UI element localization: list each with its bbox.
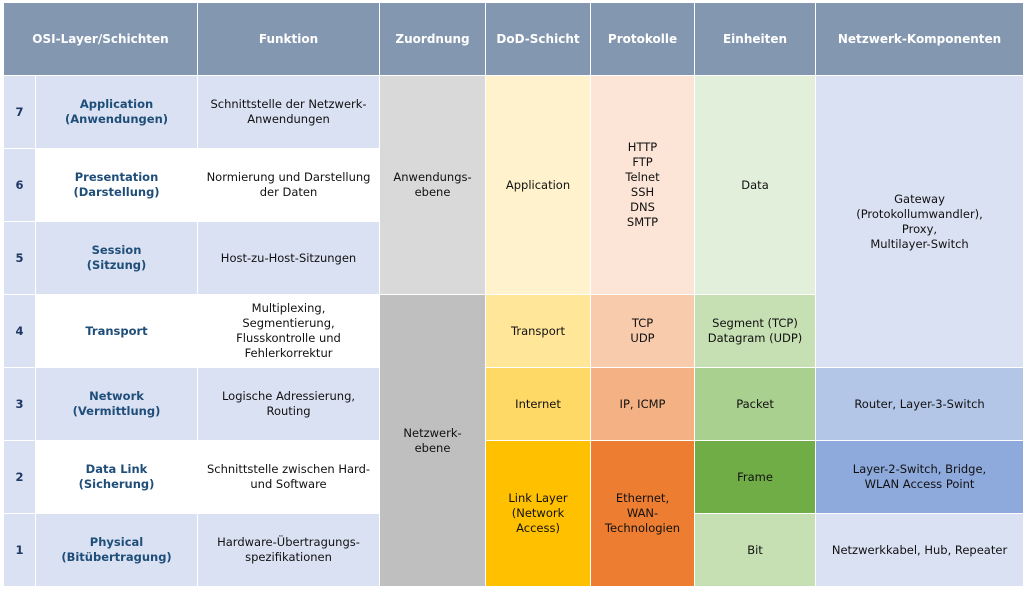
layer-name: Data Link (Sicherung) (34, 440, 199, 514)
header-row: OSI-Layer/Schichten Funktion Zuordnung D… (2, 2, 1024, 76)
header-funktion: Funktion (197, 2, 381, 76)
table-row-layer-6: 6 Presentation (Darstellung) Normierung … (3, 148, 1024, 222)
layer-function: Hardware-Übertragungs- spezifikationen (197, 513, 381, 587)
protokolle-internet: IP, ICMP (590, 367, 696, 441)
header-dod-schicht: DoD-Schicht (485, 2, 592, 76)
einheit-segment: Segment (TCP) Datagram (UDP) (694, 294, 817, 368)
dod-internet: Internet (485, 367, 592, 441)
layer-number: 1 (3, 513, 36, 587)
layer-number: 5 (3, 221, 36, 295)
table-row-layer-1: 1 Physical (Bitübertragung) Hardware-Übe… (3, 513, 1024, 587)
layer-number: 7 (3, 75, 36, 149)
table-row-layer-3: 3 Network (Vermittlung) Logische Adressi… (3, 367, 1024, 441)
komponenten-router: Router, Layer-3-Switch (815, 367, 1024, 441)
einheit-frame: Frame (694, 440, 817, 514)
zuordnung-netzwerkebene: Netzwerk- ebene (379, 294, 487, 587)
dod-link-layer: Link Layer (Network Access) (485, 440, 592, 587)
zuordnung-anwendungsebene: Anwendungs- ebene (379, 75, 487, 295)
layer-name: Session (Sitzung) (34, 221, 199, 295)
layer-function: Schnittstelle zwischen Hard- und Softwar… (197, 440, 381, 514)
protokolle-application: HTTP FTP Telnet SSH DNS SMTP (590, 75, 696, 295)
header-einheiten: Einheiten (694, 2, 817, 76)
layer-name: Presentation (Darstellung) (34, 148, 199, 222)
header-zuordnung: Zuordnung (379, 2, 487, 76)
osi-model-table: OSI-Layer/Schichten Funktion Zuordnung D… (2, 2, 1024, 587)
protokolle-transport: TCP UDP (590, 294, 696, 368)
layer-function: Normierung und Darstellung der Daten (197, 148, 381, 222)
komponenten-gateway: Gateway (Protokollumwandler), Proxy, Mul… (815, 75, 1024, 368)
layer-name: Application (Anwendungen) (34, 75, 199, 149)
komponenten-layer2: Layer-2-Switch, Bridge, WLAN Access Poin… (815, 440, 1024, 514)
komponenten-netzwerkkabel: Netzwerkkabel, Hub, Repeater (815, 513, 1024, 587)
layer-number: 2 (3, 440, 36, 514)
layer-function: Host-zu-Host-Sitzungen (197, 221, 381, 295)
einheit-bit: Bit (694, 513, 817, 587)
layer-name: Physical (Bitübertragung) (34, 513, 199, 587)
layer-number: 6 (3, 148, 36, 222)
layer-name: Transport (34, 294, 199, 368)
header-netzwerk-komponenten: Netzwerk-Komponenten (815, 2, 1024, 76)
layer-number: 4 (3, 294, 36, 368)
layer-function: Logische Adressierung, Routing (197, 367, 381, 441)
layer-name: Network (Vermittlung) (34, 367, 199, 441)
layer-function: Multiplexing, Segmentierung, Flusskontro… (197, 294, 381, 368)
layer-function: Schnittstelle der Netzwerk- Anwendungen (197, 75, 381, 149)
protokolle-link: Ethernet, WAN- Technologien (590, 440, 696, 587)
header-osi-layer: OSI-Layer/Schichten (2, 2, 199, 76)
table-row-layer-5: 5 Session (Sitzung) Host-zu-Host-Sitzung… (3, 221, 1024, 295)
table-row-layer-7: 7 Application (Anwendungen) Schnittstell… (3, 75, 1024, 368)
table-row-layer-2: 2 Data Link (Sicherung) Schnittstelle zw… (3, 440, 1024, 587)
einheit-data: Data (694, 75, 817, 295)
dod-application: Application (485, 75, 592, 295)
table-row-layer-4: 4 Transport Multiplexing, Segmentierung,… (3, 294, 1024, 587)
einheit-packet: Packet (694, 367, 817, 441)
layer-number: 3 (3, 367, 36, 441)
header-protokolle: Protokolle (590, 2, 696, 76)
dod-transport: Transport (485, 294, 592, 368)
